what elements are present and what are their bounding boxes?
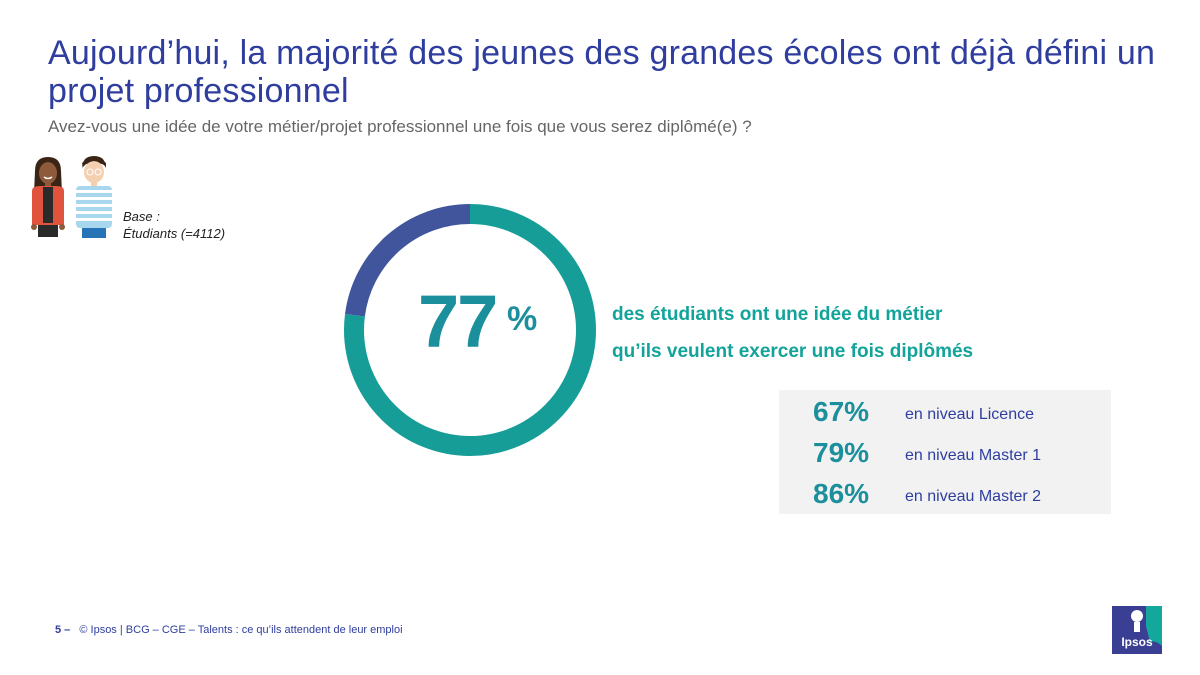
headline-description: des étudiants ont une idée du métier qu’…: [612, 296, 973, 370]
ipsos-logo-text: Ipsos: [1121, 635, 1153, 649]
footer-text: © Ipsos | BCG – CGE – Talents : ce qu’il…: [79, 624, 403, 636]
page-number: 5 –: [55, 624, 71, 636]
page-title: Aujourd’hui, la majorité des jeunes des …: [48, 34, 1156, 110]
breakdown-value: 67%: [813, 396, 870, 427]
base-label: Base :: [123, 209, 160, 224]
ipsos-logo[interactable]: Ipsos: [1112, 606, 1162, 654]
footer: 5 – © Ipsos | BCG – CGE – Talents : ce q…: [55, 624, 403, 636]
donut-chart: [344, 204, 596, 456]
question-subtitle: Avez-vous une idée de votre métier/proje…: [48, 117, 752, 136]
breakdown-row-licence: 67% en niveau Licence: [779, 394, 1111, 434]
headline-line-1: des étudiants ont une idée du métier: [612, 304, 943, 325]
breakdown-label: en niveau Master 2: [905, 488, 1042, 505]
headline-number: 77: [418, 280, 498, 363]
donut-slice-main: [344, 204, 596, 456]
breakdown-panel: 67% en niveau Licence 79% en niveau Mast…: [779, 390, 1111, 514]
breakdown-row-master-1: 79% en niveau Master 1: [779, 435, 1111, 475]
headline-percent-sign: %: [507, 300, 538, 338]
base-count: Étudiants (=4112): [123, 226, 226, 241]
student-woman-icon: [31, 157, 65, 237]
breakdown-value: 86%: [813, 478, 870, 509]
base-note: Base : Étudiants (=4112): [123, 208, 225, 242]
students-illustration: [31, 156, 112, 238]
breakdown-value: 79%: [813, 437, 870, 468]
student-man-icon: [76, 156, 112, 238]
breakdown-label: en niveau Master 1: [905, 447, 1042, 464]
breakdown-label: en niveau Licence: [905, 406, 1034, 423]
headline-line-2: qu’ils veulent exercer une fois diplômés: [612, 341, 974, 362]
breakdown-row-master-2: 86% en niveau Master 2: [779, 476, 1111, 516]
